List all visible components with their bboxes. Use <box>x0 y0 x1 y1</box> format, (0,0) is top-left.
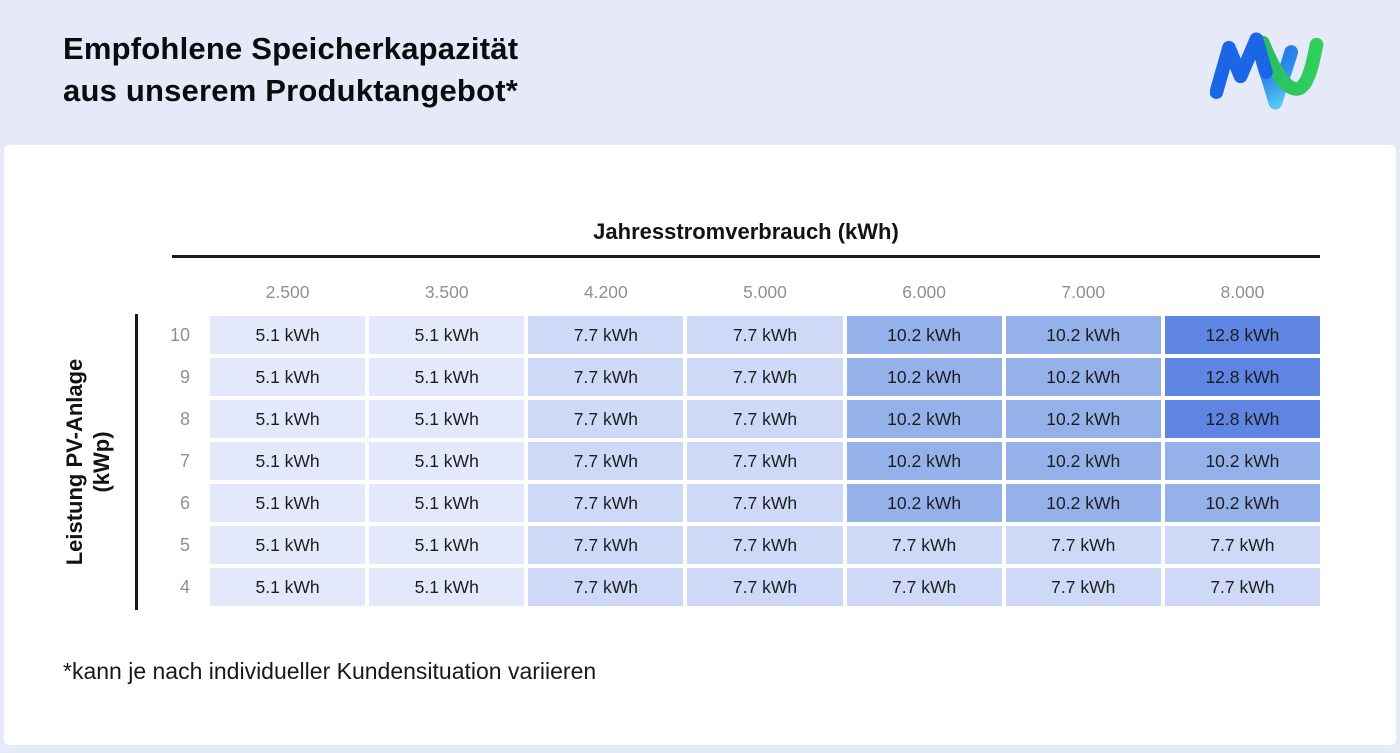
capacity-cell: 7.7 kWh <box>528 400 684 438</box>
mvv-logo <box>1210 32 1324 110</box>
capacity-cell: 10.2 kWh <box>846 358 1002 396</box>
capacity-cell: 7.7 kWh <box>528 316 684 354</box>
capacity-cell: 5.1 kWh <box>369 316 525 354</box>
row-label: 6 <box>179 493 190 513</box>
y-axis-title-line2: (kWp) <box>89 431 114 493</box>
column-label: 6.000 <box>902 282 947 302</box>
column-label: 2.500 <box>265 282 310 302</box>
capacity-cell: 12.8 kWh <box>1164 400 1320 438</box>
page-title-line1: Empfohlene Speicherkapazität <box>63 31 519 66</box>
row-label: 8 <box>179 409 190 429</box>
capacity-cell: 7.7 kWh <box>687 526 843 564</box>
column-label: 5.000 <box>743 282 787 302</box>
column-label: 7.000 <box>1061 282 1106 302</box>
capacity-cell: 7.7 kWh <box>687 316 843 354</box>
capacity-cell: 7.7 kWh <box>846 568 1002 606</box>
capacity-cell: 10.2 kWh <box>846 316 1002 354</box>
capacity-cell: 10.2 kWh <box>846 442 1002 480</box>
capacity-cell: 12.8 kWh <box>1164 316 1320 354</box>
capacity-cell: 7.7 kWh <box>528 358 684 396</box>
footnote: *kann je nach individueller Kundensituat… <box>63 658 597 684</box>
capacity-cell: 5.1 kWh <box>369 484 525 522</box>
capacity-cell: 7.7 kWh <box>1005 526 1161 564</box>
capacity-cell: 5.1 kWh <box>369 442 525 480</box>
capacity-cell: 5.1 kWh <box>210 400 366 438</box>
capacity-cell: 5.1 kWh <box>210 358 366 396</box>
row-label: 4 <box>179 577 190 597</box>
capacity-cell: 10.2 kWh <box>1005 316 1161 354</box>
capacity-cell: 7.7 kWh <box>528 484 684 522</box>
row-label: 10 <box>169 325 190 345</box>
capacity-matrix: 10 5.1 kWh 5.1 kWh 7.7 kWh 7.7 kWh 10.2 kWh 10… <box>140 316 1320 606</box>
row-label: 9 <box>179 367 190 387</box>
column-label: 8.000 <box>1220 282 1265 302</box>
capacity-cell: 5.1 kWh <box>369 568 525 606</box>
x-axis-title: Jahresstromverbrauch (kWh) <box>593 219 899 244</box>
capacity-cell: 7.7 kWh <box>687 484 843 522</box>
capacity-cell: 5.1 kWh <box>369 358 525 396</box>
logo-m-stroke <box>1210 32 1273 99</box>
capacity-cell: 5.1 kWh <box>210 316 366 354</box>
capacity-cell: 5.1 kWh <box>210 484 366 522</box>
capacity-cell: 7.7 kWh <box>846 526 1002 564</box>
capacity-cell: 10.2 kWh <box>1005 400 1161 438</box>
capacity-cell: 5.1 kWh <box>210 526 366 564</box>
capacity-cell: 10.2 kWh <box>1164 484 1320 522</box>
capacity-cell: 10.2 kWh <box>1005 442 1161 480</box>
page-title: Empfohlene Speicherkapazität aus unserem… <box>63 28 518 112</box>
capacity-cell: 7.7 kWh <box>528 568 684 606</box>
capacity-cell: 7.7 kWh <box>1164 526 1320 564</box>
capacity-cell: 7.7 kWh <box>1005 568 1161 606</box>
row-label: 5 <box>179 535 190 555</box>
capacity-cell: 10.2 kWh <box>846 484 1002 522</box>
y-axis-title-line1: Leistung PV-Anlage <box>62 358 87 566</box>
column-labels: 2.500 3.500 4.200 5.000 6.000 7.000 8.000 <box>210 282 1320 303</box>
capacity-cell: 10.2 kWh <box>846 400 1002 438</box>
capacity-cell: 10.2 kWh <box>1164 442 1320 480</box>
column-label: 3.500 <box>424 282 469 302</box>
capacity-cell: 7.7 kWh <box>528 442 684 480</box>
capacity-cell: 10.2 kWh <box>1005 358 1161 396</box>
y-axis-title: Leistung PV-Anlage (kWp) <box>61 292 115 632</box>
y-axis-line <box>135 314 138 610</box>
capacity-cell: 12.8 kWh <box>1164 358 1320 396</box>
capacity-cell: 7.7 kWh <box>1164 568 1320 606</box>
x-axis-line <box>172 255 1320 258</box>
logo-green-stroke <box>1255 35 1324 96</box>
capacity-cell: 7.7 kWh <box>687 358 843 396</box>
page-title-line2: aus unserem Produktangebot* <box>63 73 518 108</box>
row-label: 7 <box>179 451 190 471</box>
capacity-cell: 5.1 kWh <box>210 442 366 480</box>
capacity-cell: 5.1 kWh <box>210 568 366 606</box>
capacity-cell: 5.1 kWh <box>369 400 525 438</box>
capacity-cell: 10.2 kWh <box>1005 484 1161 522</box>
capacity-cell: 7.7 kWh <box>528 526 684 564</box>
column-label: 4.200 <box>583 282 628 302</box>
capacity-cell: 7.7 kWh <box>687 400 843 438</box>
capacity-cell: 7.7 kWh <box>687 568 843 606</box>
capacity-cell: 7.7 kWh <box>687 442 843 480</box>
capacity-cell: 5.1 kWh <box>369 526 525 564</box>
